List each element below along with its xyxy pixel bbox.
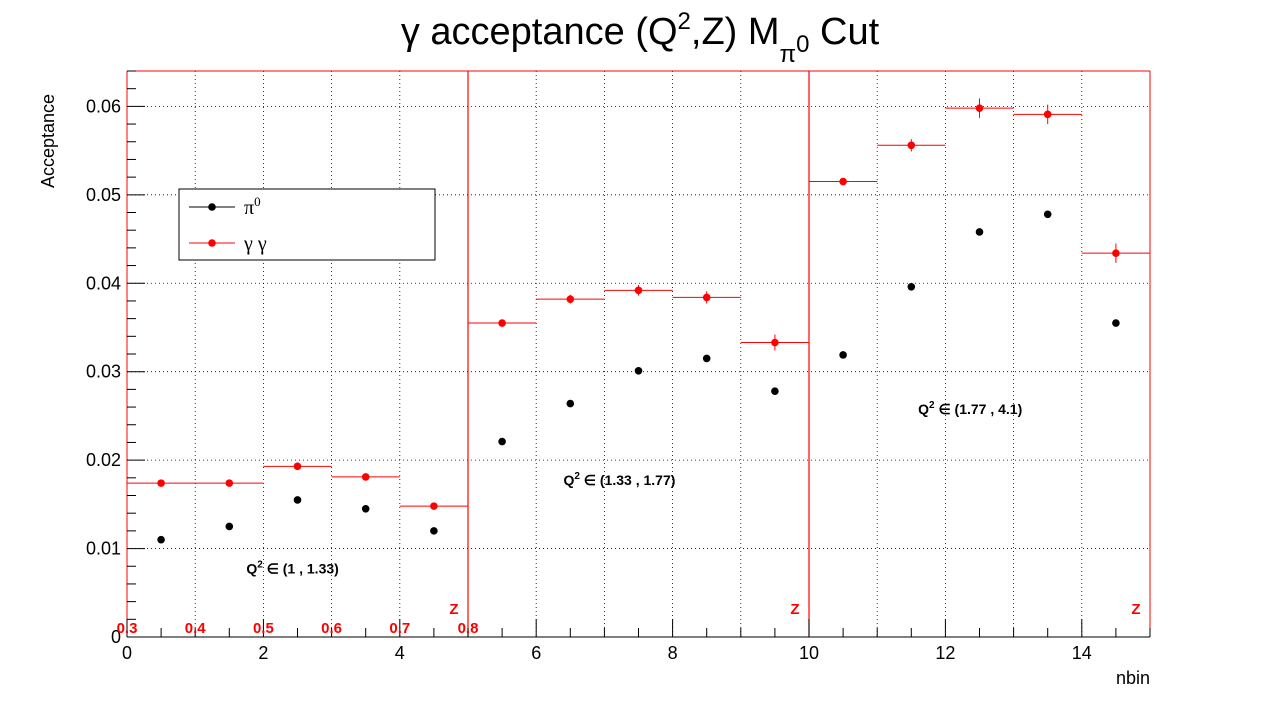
gg-point	[1043, 110, 1052, 119]
gg-point	[157, 479, 165, 487]
y-axis-title: Acceptance	[38, 94, 58, 188]
q2-range-label: Q2 ∈ (1.33 , 1.77)	[563, 471, 675, 488]
gg-point	[839, 177, 847, 186]
gg-point	[771, 338, 779, 347]
q2-sup: 2	[257, 559, 263, 570]
pi0-point	[157, 535, 165, 544]
z-bin-label: 0.5	[253, 620, 274, 637]
z-bin-label: 0.6	[321, 620, 342, 637]
pi0-point	[430, 527, 438, 535]
q2-range-label: Q2 ∈ (1 , 1.33)	[246, 559, 338, 576]
pi0-point	[1112, 319, 1120, 327]
pi0-point	[566, 399, 575, 408]
y-tick-label: 0.03	[86, 362, 121, 382]
y-tick-label: 0.01	[86, 539, 121, 559]
legend-pi0-marker	[208, 203, 216, 211]
gg-point	[225, 479, 234, 487]
pi0-point	[975, 228, 984, 236]
pi0-point	[1043, 210, 1052, 219]
q2-range: ∈ (1.33 , 1.77)	[580, 472, 675, 488]
z-marker: Z	[1131, 601, 1140, 618]
gg-point	[634, 286, 643, 295]
x-tick-label: 6	[531, 643, 541, 663]
data-marks	[127, 98, 1150, 544]
title-tail: Cut	[809, 11, 879, 53]
annotations: Q2 ∈ (1 , 1.33)Q2 ∈ (1.33 , 1.77)Q2 ∈ (1…	[117, 400, 1141, 637]
z-marker: Z	[449, 601, 458, 618]
title-sub: π	[780, 41, 797, 68]
pi0-point	[361, 504, 370, 513]
pi0-point	[702, 354, 711, 363]
pi0-point	[839, 351, 847, 359]
gg-point	[702, 293, 711, 302]
title-main: γ acceptance (Q	[401, 11, 678, 53]
z-marker: Z	[790, 601, 799, 618]
pi0-point	[293, 496, 302, 504]
q2-sup: 2	[929, 400, 935, 411]
q2-range: ∈ (1 , 1.33)	[263, 560, 339, 576]
x-tick-label: 8	[668, 643, 678, 663]
legend-pi0-name: π	[244, 197, 254, 219]
x-axis-title: nbin	[1116, 668, 1150, 688]
q2-prefix: Q	[918, 401, 929, 417]
q2-prefix: Q	[246, 560, 257, 576]
y-tick-label: 0.05	[86, 185, 121, 205]
legend-gg-marker	[208, 239, 216, 247]
pi0-point	[771, 387, 779, 395]
y-tick-label: 0.04	[86, 273, 121, 293]
q2-range-label: Q2 ∈ (1.77 , 4.1)	[918, 400, 1022, 417]
gg-point	[1112, 249, 1120, 257]
q2-prefix: Q	[563, 472, 574, 488]
title-after: ,Z) M	[691, 11, 780, 53]
legend-pi0-sup: 0	[254, 194, 261, 209]
title-sub-sup: 0	[796, 31, 809, 58]
gg-point	[430, 502, 438, 510]
title-sup: 2	[678, 8, 691, 35]
x-tick-label: 14	[1072, 643, 1092, 663]
y-tick-label: 0.06	[86, 96, 121, 116]
z-bin-label: 0.3	[117, 620, 138, 637]
z-bin-label: 0.7	[389, 620, 410, 637]
gg-point	[975, 104, 984, 112]
gg-point	[907, 141, 916, 150]
z-bin-label: 0.4	[185, 620, 207, 637]
x-tick-label: 12	[935, 643, 955, 663]
y-tick-label: 0.02	[86, 450, 121, 470]
x-tick-label: 4	[395, 643, 405, 663]
legend-box	[178, 188, 436, 261]
axis-ticks: 0 2 4 6 8 10 12 14 0 0.01 0.02 0.03 0.04 0.05 0.06	[86, 70, 1151, 663]
z-bin-label: 0.8	[458, 620, 479, 637]
gg-point	[566, 295, 575, 303]
x-tick-label: 0	[122, 643, 132, 663]
pi0-point	[907, 282, 916, 291]
pi0-point	[634, 367, 643, 375]
y-tick-label: 0	[111, 627, 121, 647]
pi0-point	[225, 522, 234, 531]
legend-pi0-label: π0	[244, 194, 261, 219]
gg-point	[293, 462, 302, 471]
x-tick-label: 2	[258, 643, 268, 663]
plot-frame	[126, 70, 1151, 638]
q2-range: ∈ (1.77 , 4.1)	[935, 401, 1023, 417]
chart-title: γ acceptance (Q2,Z) Mπ0 Cut	[401, 8, 880, 68]
grid	[127, 71, 1150, 637]
region-separators	[467, 71, 810, 637]
x-tick-label: 10	[799, 643, 819, 663]
legend-gg-label: γ γ	[243, 233, 267, 255]
gg-point	[361, 473, 370, 481]
q2-sup: 2	[574, 471, 580, 482]
pi0-point	[498, 437, 506, 446]
legend: π0 γ γ	[178, 188, 436, 261]
gg-point	[498, 319, 506, 327]
